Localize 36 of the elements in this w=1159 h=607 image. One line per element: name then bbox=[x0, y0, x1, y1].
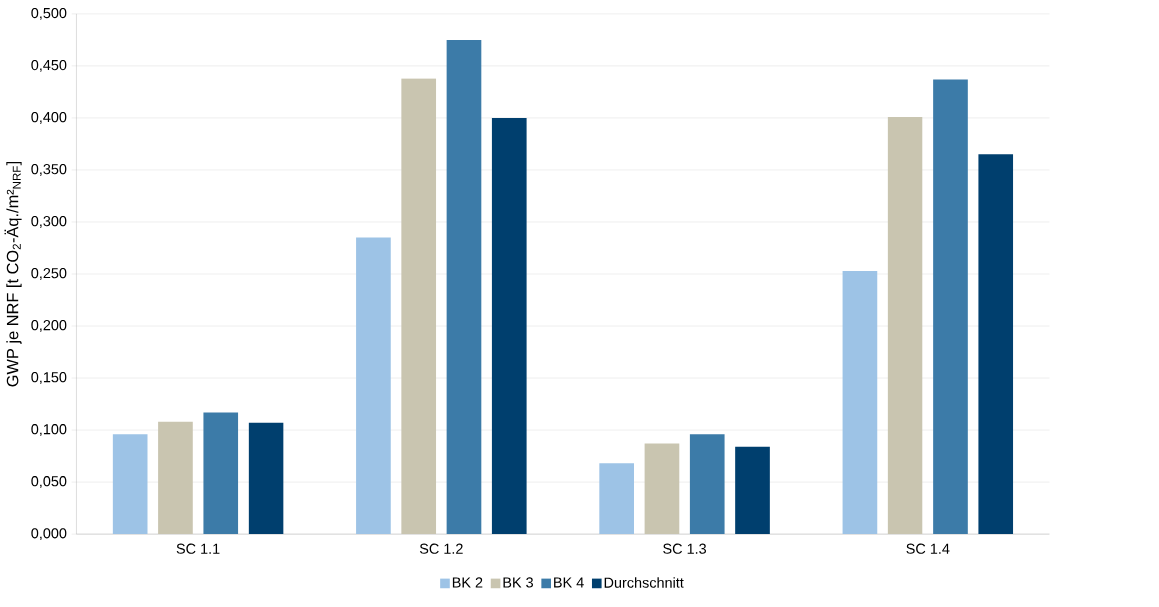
x-tick-label: SC 1.4 bbox=[906, 543, 950, 554]
y-tick-label: 0,300 bbox=[31, 216, 67, 228]
y-tick-label: 0,200 bbox=[31, 320, 67, 332]
bar bbox=[599, 463, 635, 535]
bar bbox=[887, 116, 923, 535]
bar bbox=[248, 422, 284, 535]
bar bbox=[446, 39, 482, 535]
x-tick-label: SC 1.3 bbox=[663, 543, 707, 554]
x-tick-label: SC 1.2 bbox=[419, 543, 463, 554]
y-tick-label: 0,450 bbox=[31, 59, 67, 72]
y-tick-label: 0,050 bbox=[31, 476, 67, 489]
bar bbox=[401, 78, 437, 535]
bar bbox=[735, 446, 770, 535]
y-tick-label: 0,100 bbox=[31, 424, 67, 437]
bar bbox=[933, 79, 968, 535]
y-tick-label: 0,150 bbox=[31, 372, 67, 385]
bar bbox=[689, 434, 725, 535]
bar bbox=[978, 154, 1014, 535]
y-tick-label: 0,350 bbox=[31, 163, 67, 176]
y-tick-label: 0,500 bbox=[31, 7, 67, 20]
legend-label: BK 2 bbox=[452, 577, 483, 588]
legend-label: BK 4 bbox=[554, 577, 584, 588]
bar bbox=[491, 117, 527, 535]
bar bbox=[112, 434, 148, 535]
bar bbox=[158, 421, 193, 535]
bar bbox=[644, 443, 680, 535]
bar bbox=[356, 237, 391, 535]
bar bbox=[203, 412, 239, 535]
bar bbox=[842, 270, 878, 535]
y-tick-label: 0,250 bbox=[31, 268, 67, 280]
y-tick-label: 0,000 bbox=[31, 528, 67, 541]
legend-label: Durchschnitt bbox=[604, 577, 684, 588]
x-tick-label: SC 1.1 bbox=[176, 543, 220, 554]
legend-label: BK 3 bbox=[503, 577, 534, 588]
y-axis-title: GWP je NRF [t CO$_{2}$-Äq./m²$_{NRF}$] bbox=[4, 161, 22, 387]
y-tick-label: 0,400 bbox=[31, 111, 67, 124]
